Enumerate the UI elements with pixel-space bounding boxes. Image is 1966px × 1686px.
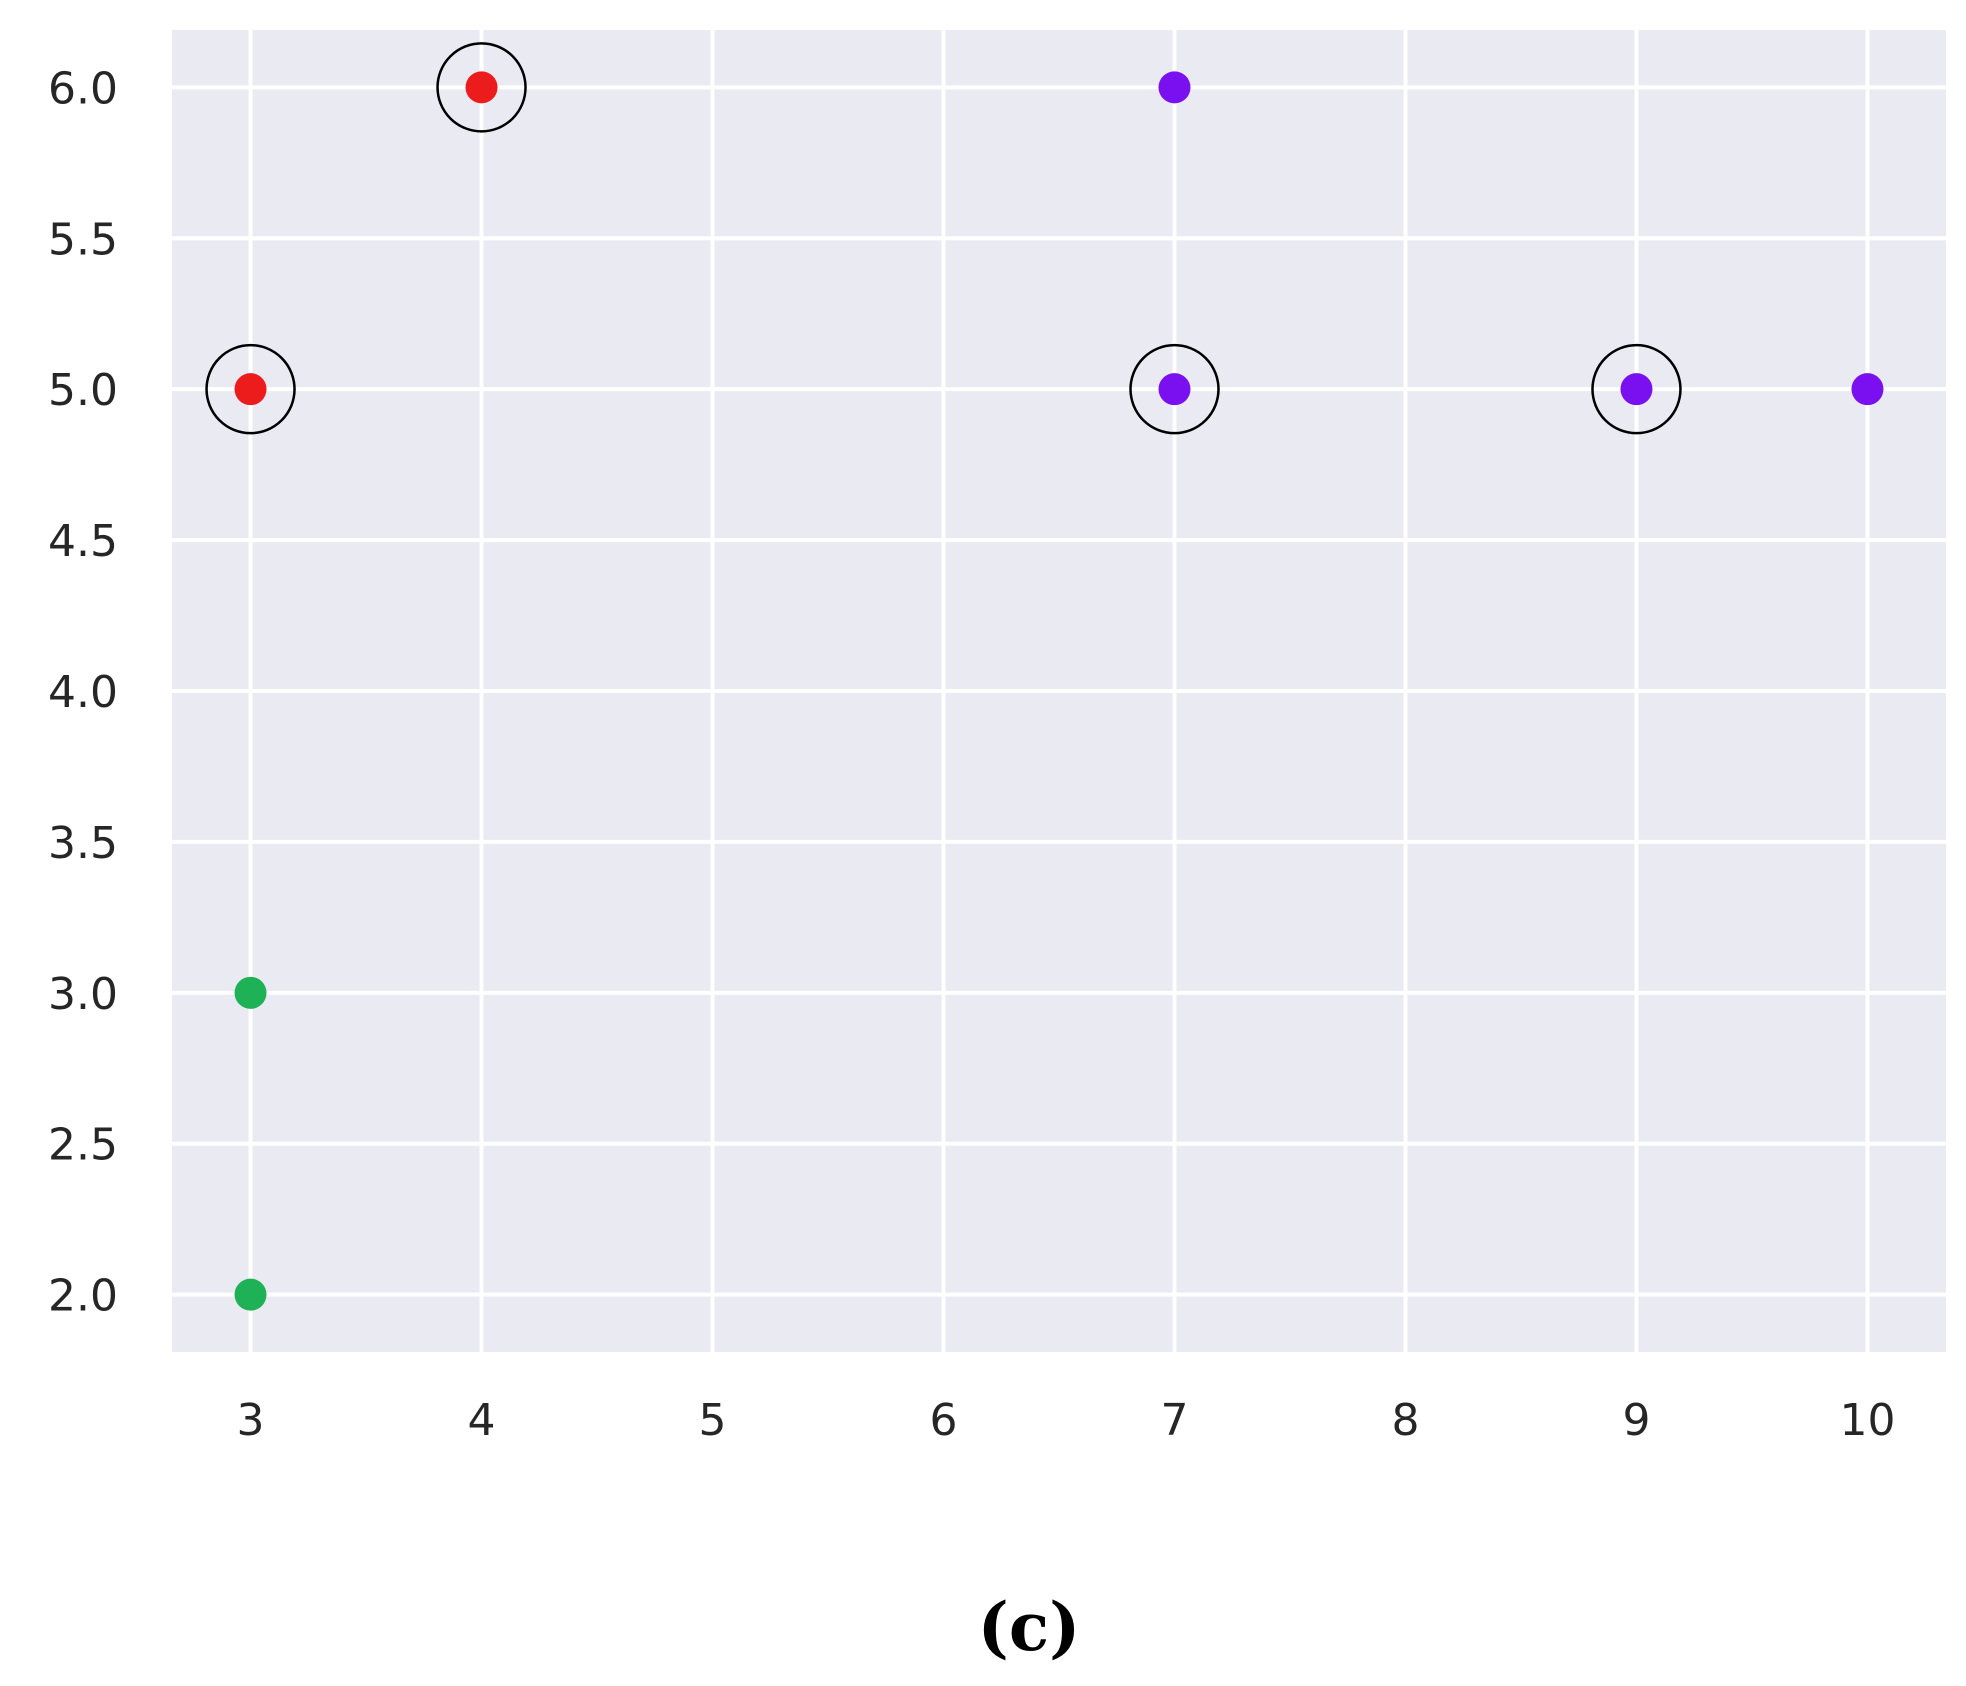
y-tick-label: 3.5: [48, 818, 118, 869]
x-tick-label: 6: [930, 1395, 958, 1446]
grid-lines: [172, 30, 1946, 1352]
y-tick-label: 4.5: [48, 516, 118, 567]
x-tick-label: 3: [237, 1395, 265, 1446]
data-point: [234, 373, 267, 406]
data-point: [465, 71, 498, 104]
data-point: [1158, 373, 1191, 406]
y-tick-label: 6.0: [48, 63, 118, 114]
data-point: [1158, 71, 1191, 104]
x-axis-tick-labels: 3 4 5 6 7 8 9 10: [237, 1395, 1896, 1446]
x-tick-label: 8: [1391, 1395, 1419, 1446]
x-tick-label: 5: [699, 1395, 727, 1446]
highlight-rings: [205, 42, 1682, 435]
y-tick-label: 5.0: [48, 365, 118, 416]
x-tick-label: 10: [1839, 1395, 1895, 1446]
highlight-ring: [1591, 343, 1682, 435]
y-tick-label: 2.0: [48, 1271, 118, 1322]
data-point: [234, 976, 267, 1009]
data-points: [234, 71, 1884, 1311]
panel-label: (c): [978, 1588, 1081, 1666]
data-point: [1851, 373, 1884, 406]
x-tick-label: 7: [1160, 1395, 1188, 1446]
data-point: [1620, 373, 1653, 406]
highlight-ring: [1129, 343, 1220, 435]
x-tick-label: 9: [1622, 1395, 1650, 1446]
highlight-ring: [205, 343, 296, 435]
y-axis-tick-labels: 2.0 2.5 3.0 3.5 4.0 4.5 5.0 5.5 6.0: [48, 63, 118, 1321]
y-tick-label: 5.5: [48, 214, 118, 265]
y-tick-label: 3.0: [48, 969, 118, 1020]
x-tick-label: 4: [468, 1395, 496, 1446]
data-point: [234, 1278, 267, 1311]
highlight-ring: [436, 42, 527, 133]
y-tick-label: 2.5: [48, 1120, 118, 1171]
y-tick-label: 4.0: [48, 667, 118, 718]
